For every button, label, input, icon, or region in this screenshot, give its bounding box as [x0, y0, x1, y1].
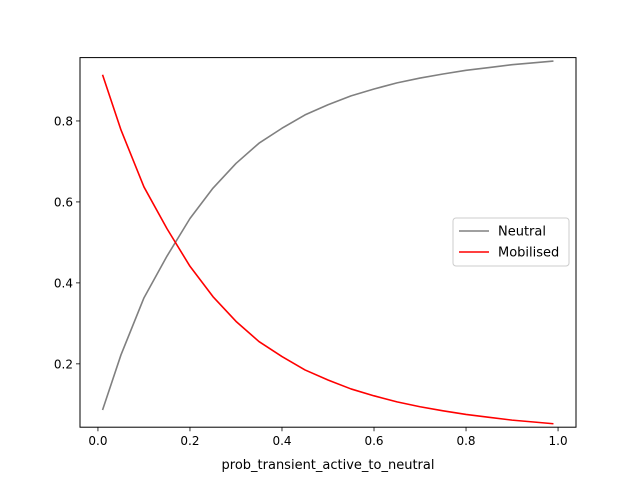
- y-tick-label: 0.2: [54, 357, 73, 371]
- x-tick-label: 0.8: [456, 434, 475, 448]
- axes-frame: [79, 57, 577, 428]
- y-tick-label: 0.6: [54, 195, 73, 209]
- legend-box: [452, 217, 570, 267]
- legend-label-mobilised: Mobilised: [498, 246, 559, 261]
- x-tick-label: 0.6: [364, 434, 383, 448]
- series-line-neutral: [101, 60, 554, 411]
- series-line-mobilised: [101, 74, 554, 425]
- x-axis-label: prob_transient_active_to_neutral: [222, 458, 435, 473]
- y-tick-label: 0.8: [54, 114, 73, 128]
- x-tick-label: 1.0: [549, 434, 568, 448]
- legend: Neutral Mobilised: [452, 217, 570, 267]
- x-tick-label: 0.0: [88, 434, 107, 448]
- x-tick-label: 0.2: [180, 434, 199, 448]
- y-tick-label: 0.4: [54, 276, 73, 290]
- x-axis-ticks: 0.0 0.2 0.4 0.6 0.8 1.0: [88, 427, 568, 448]
- y-axis-ticks: 0.2 0.4 0.6 0.8: [54, 114, 80, 371]
- x-tick-label: 0.4: [272, 434, 291, 448]
- series-layer: [101, 60, 554, 425]
- legend-label-neutral: Neutral: [498, 225, 546, 240]
